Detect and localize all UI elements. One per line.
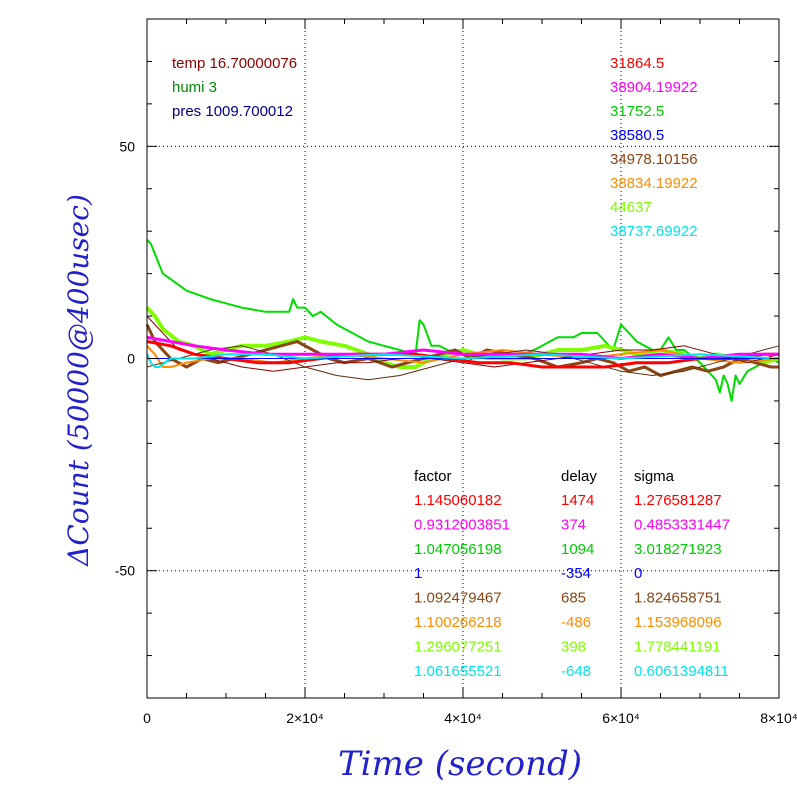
- x-tick-label: 2×10⁴: [286, 710, 324, 726]
- series-label: 38904.19922: [610, 79, 698, 96]
- x-tick-label: 8×10⁴: [760, 710, 797, 726]
- table-header: factor: [414, 468, 452, 485]
- table-cell: 1.092479467: [414, 590, 502, 607]
- table-cell: 0.6061394811: [634, 663, 729, 680]
- series-line: [146, 353, 780, 368]
- series-label: 38580.5: [610, 127, 664, 144]
- ticks: 0 2×10⁴ 4×10⁴ 6×10⁴ 8×10⁴ 50 0 -50: [115, 18, 797, 726]
- table-cell: 0.4853331447: [634, 516, 730, 533]
- table-cell: 1.778441191: [634, 638, 720, 655]
- table-cell: -648: [561, 663, 591, 680]
- series-line: [146, 239, 780, 402]
- table-cell: 685: [561, 590, 586, 607]
- table-cell: 1.296077251: [414, 638, 502, 655]
- table-cell: 1094: [561, 541, 594, 558]
- table-header: sigma: [634, 468, 675, 485]
- series-lines: [145, 239, 780, 402]
- y-tick-label: 0: [127, 351, 135, 367]
- table-cell: 1474: [561, 492, 594, 509]
- series-line: [146, 340, 779, 369]
- table-cell: 3.018271923: [634, 541, 722, 558]
- annotation-text: humi 3: [172, 79, 217, 96]
- series-label: 44637: [610, 199, 652, 216]
- table-cell: 1.100266218: [414, 614, 502, 631]
- table-header: delay: [561, 468, 597, 485]
- table-cell: -354: [561, 565, 591, 582]
- x-axis-label: Time (second): [338, 744, 582, 784]
- table-cell: 1.276581287: [634, 492, 722, 509]
- series-line: [145, 323, 779, 377]
- series-line: [146, 335, 779, 360]
- table-cell: 374: [561, 516, 586, 533]
- x-tick-label: 6×10⁴: [602, 710, 640, 726]
- series-label: 34978.10156: [610, 151, 698, 168]
- series-label: 31752.5: [610, 103, 664, 120]
- series-line: [146, 315, 780, 372]
- table-cell: 0: [634, 565, 642, 582]
- table-cell: -486: [561, 614, 591, 631]
- table-cell: 1: [414, 565, 422, 582]
- series-label: 38737.69922: [610, 223, 698, 240]
- annotations: temp 16.70000076 humi 3 pres 1009.700012 31…: [172, 55, 730, 680]
- series-label: 31864.5: [610, 55, 664, 72]
- table-cell: 1.824658751: [634, 590, 722, 607]
- y-tick-label: -50: [115, 563, 135, 579]
- table-cell: 0.9312003851: [414, 516, 510, 533]
- table-cell: 398: [561, 638, 586, 655]
- table-cell: 1.047056198: [414, 541, 502, 558]
- x-tick-label: 4×10⁴: [444, 710, 482, 726]
- x-tick-label: 0: [143, 710, 151, 726]
- annotation-text: temp 16.70000076: [172, 55, 297, 72]
- annotation-text: pres 1009.700012: [172, 103, 293, 120]
- table-cell: 1.145060182: [414, 492, 502, 509]
- table-cell: 1.061655521: [414, 663, 502, 680]
- y-tick-label: 50: [119, 138, 135, 154]
- series-label: 38834.19922: [610, 175, 698, 192]
- y-axis-label: ΔCount (50000@400usec): [62, 194, 95, 567]
- table-cell: 1.153968096: [634, 614, 722, 631]
